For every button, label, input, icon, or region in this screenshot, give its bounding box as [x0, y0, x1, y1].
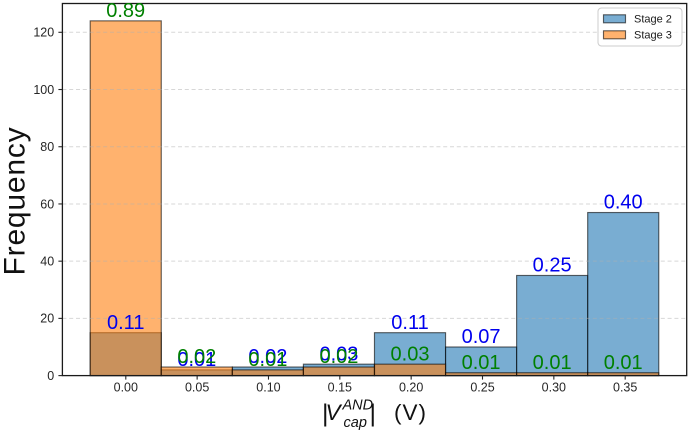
- svg-text:0.01: 0.01: [533, 352, 572, 374]
- svg-text:0.15: 0.15: [328, 381, 352, 395]
- svg-text:20: 20: [40, 312, 54, 326]
- svg-text:0.01: 0.01: [462, 352, 501, 374]
- svg-text:120: 120: [33, 26, 54, 40]
- svg-text:0.01: 0.01: [604, 352, 643, 374]
- svg-text:0.01: 0.01: [177, 349, 216, 371]
- svg-text:0.30: 0.30: [542, 381, 566, 395]
- svg-text:0.11: 0.11: [391, 312, 428, 334]
- svg-text:100: 100: [33, 83, 54, 97]
- svg-text:40: 40: [40, 254, 54, 268]
- svg-text:80: 80: [40, 140, 54, 154]
- svg-text:cap: cap: [344, 415, 367, 431]
- svg-text:Frequency: Frequency: [0, 127, 32, 276]
- svg-text:0.10: 0.10: [256, 381, 280, 395]
- svg-text:Stage 2: Stage 2: [634, 14, 672, 26]
- svg-text:60: 60: [40, 197, 54, 211]
- svg-text:V: V: [326, 400, 343, 425]
- svg-text:0.11: 0.11: [107, 312, 144, 334]
- svg-text:0.02: 0.02: [319, 346, 358, 368]
- svg-text:0.20: 0.20: [399, 381, 423, 395]
- svg-text:0.05: 0.05: [185, 381, 209, 395]
- svg-text:|: |: [322, 400, 329, 428]
- svg-text:0.01: 0.01: [248, 349, 287, 371]
- svg-text:0.02: 0.02: [177, 346, 216, 368]
- svg-text:0.02: 0.02: [248, 346, 287, 368]
- svg-text:0.25: 0.25: [470, 381, 494, 395]
- svg-text:0.07: 0.07: [462, 326, 501, 348]
- svg-text:0.89: 0.89: [106, 0, 145, 22]
- svg-text:0.35: 0.35: [613, 381, 637, 395]
- svg-text:0.03: 0.03: [391, 343, 430, 365]
- svg-text:|: |: [370, 400, 377, 428]
- svg-text:Stage 3: Stage 3: [634, 30, 672, 42]
- svg-text:0.25: 0.25: [533, 255, 572, 277]
- svg-text:AND: AND: [342, 398, 374, 414]
- svg-text:(V): (V): [394, 400, 427, 425]
- svg-text:0.03: 0.03: [319, 343, 358, 365]
- svg-text:0.00: 0.00: [114, 381, 138, 395]
- svg-text:0: 0: [47, 369, 54, 383]
- svg-text:0.40: 0.40: [604, 192, 643, 214]
